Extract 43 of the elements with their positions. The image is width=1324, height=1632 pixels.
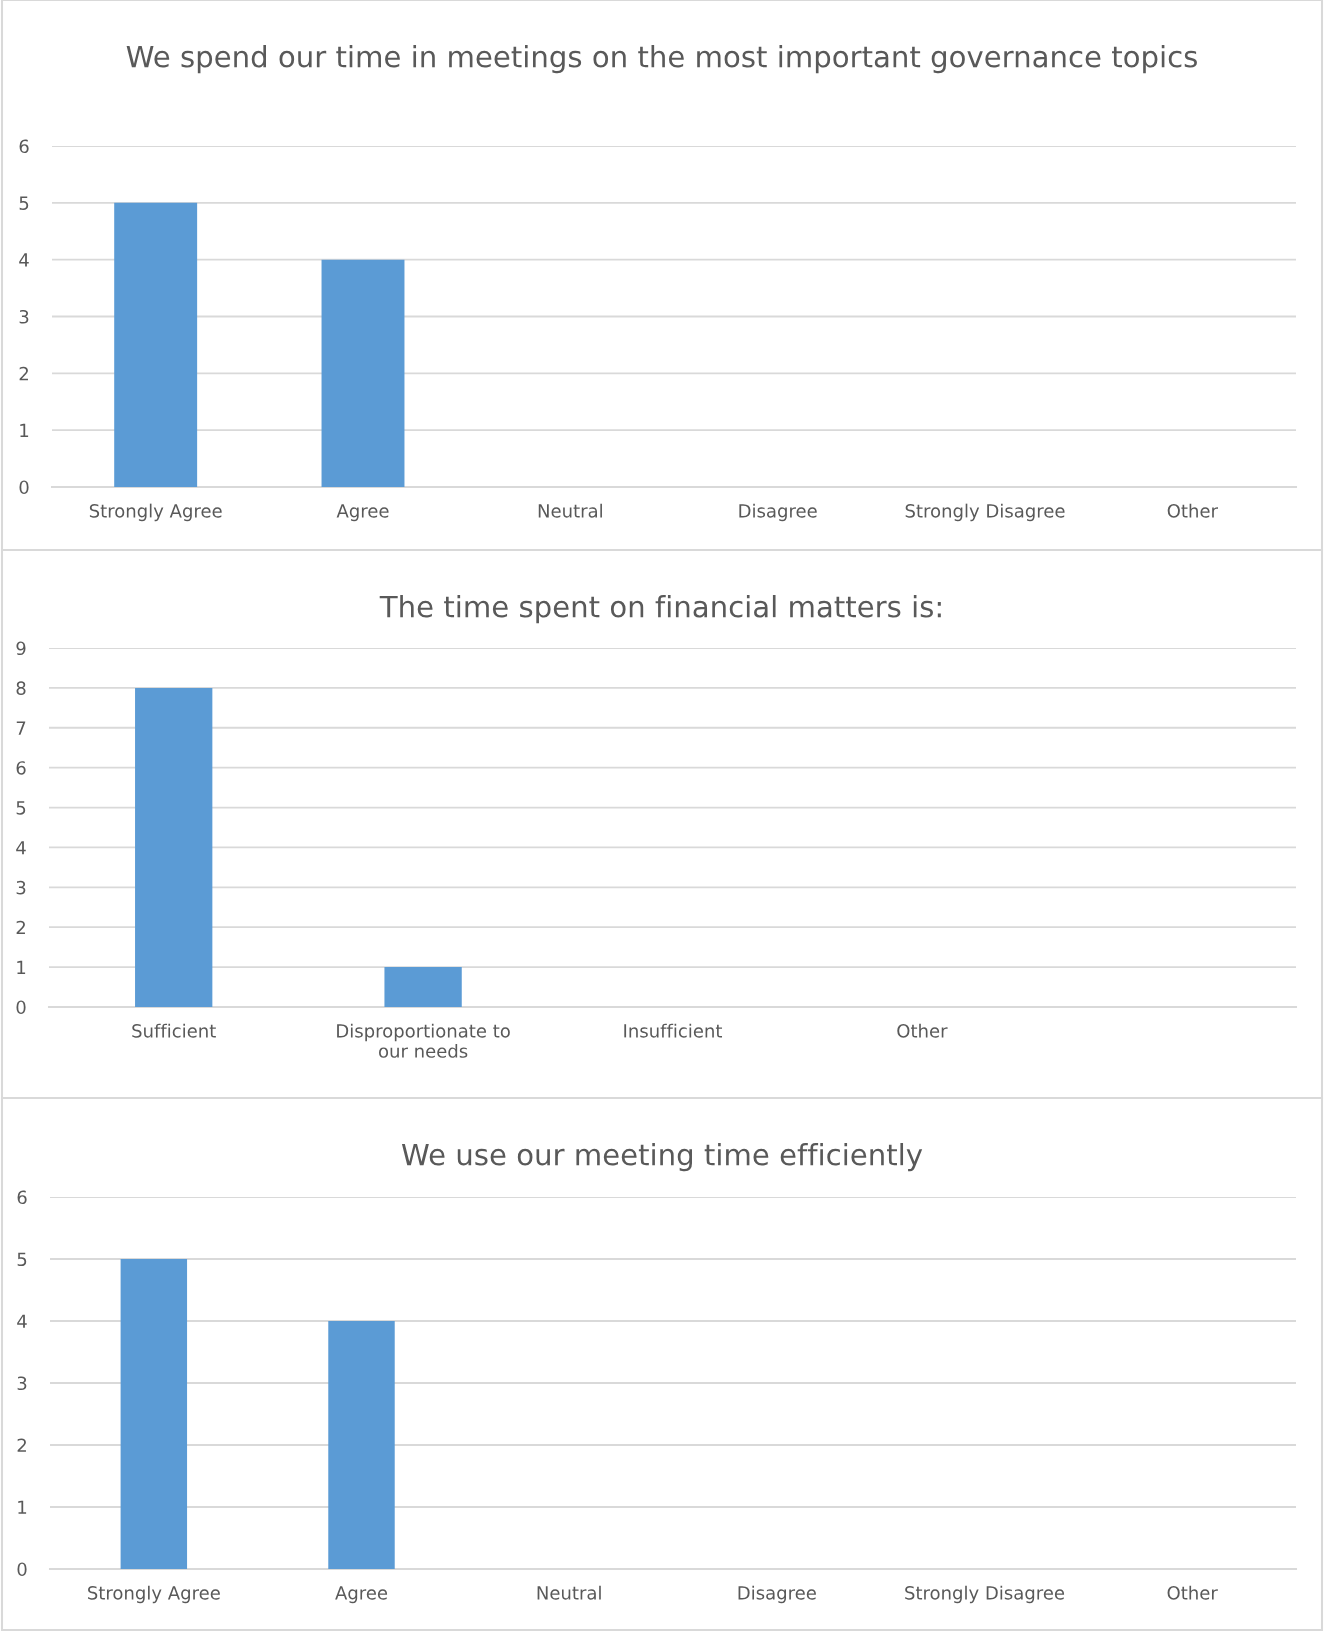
y-tick-label: 6 [16, 761, 26, 775]
x-tick-label: Strongly Disagree [905, 503, 1065, 522]
y-tick-label: 5 [16, 801, 26, 815]
y-tick-label: 1 [20, 423, 29, 438]
chart-title: The time spent on financial matters is: [379, 595, 941, 624]
y-tick-label: 7 [16, 721, 26, 735]
x-tick-label: Strongly Agree [88, 1585, 220, 1604]
y-tick-label: 3 [16, 880, 26, 895]
y-tick-label: 6 [17, 1190, 27, 1205]
y-tick-label: 4 [17, 1314, 27, 1328]
x-tick-label: Disagree [739, 503, 817, 522]
y-tick-label: 9 [16, 641, 26, 656]
x-tick-label: Disproportionate to our needs [337, 1023, 510, 1058]
x-tick-label: Other [1167, 503, 1218, 518]
y-tick-label: 5 [19, 196, 29, 210]
y-tick-label: 3 [17, 1376, 27, 1391]
y-tick-label: 3 [19, 309, 29, 324]
x-tick-label: Agree [335, 1586, 388, 1604]
x-tick-label: Neutral [538, 503, 602, 518]
y-tick-label: 2 [16, 920, 25, 935]
y-tick-label: 0 [17, 1562, 27, 1577]
chart-title: We spend our time in meetings on the most important governance topics [126, 45, 1197, 74]
y-tick-label: 4 [19, 253, 29, 267]
x-tick-label: Neutral [537, 1585, 601, 1600]
y-tick-label: 0 [19, 480, 29, 495]
chart-title: We use our meeting time efficiently [401, 1143, 923, 1172]
y-tick-label: 1 [17, 960, 26, 974]
y-tick-label: 2 [17, 1438, 26, 1452]
y-tick-label: 4 [16, 841, 26, 855]
y-tick-label: 0 [16, 1000, 26, 1015]
y-tick-label: 1 [18, 1500, 27, 1514]
y-tick-label: 6 [19, 139, 29, 154]
x-tick-label: Strongly Disagree [905, 1585, 1065, 1604]
x-tick-label: Disagree [738, 1585, 816, 1604]
y-tick-label: 2 [19, 366, 28, 381]
x-tick-label: Other [1167, 1585, 1218, 1600]
x-tick-label: Strongly Agree [89, 503, 222, 522]
x-tick-label: Other [897, 1023, 948, 1038]
y-tick-label: 8 [16, 681, 26, 696]
x-tick-label: Insufficient [624, 1023, 723, 1038]
x-tick-label: Sufficient [132, 1023, 216, 1038]
x-tick-label: Agree [336, 504, 389, 522]
y-tick-label: 5 [17, 1252, 27, 1267]
